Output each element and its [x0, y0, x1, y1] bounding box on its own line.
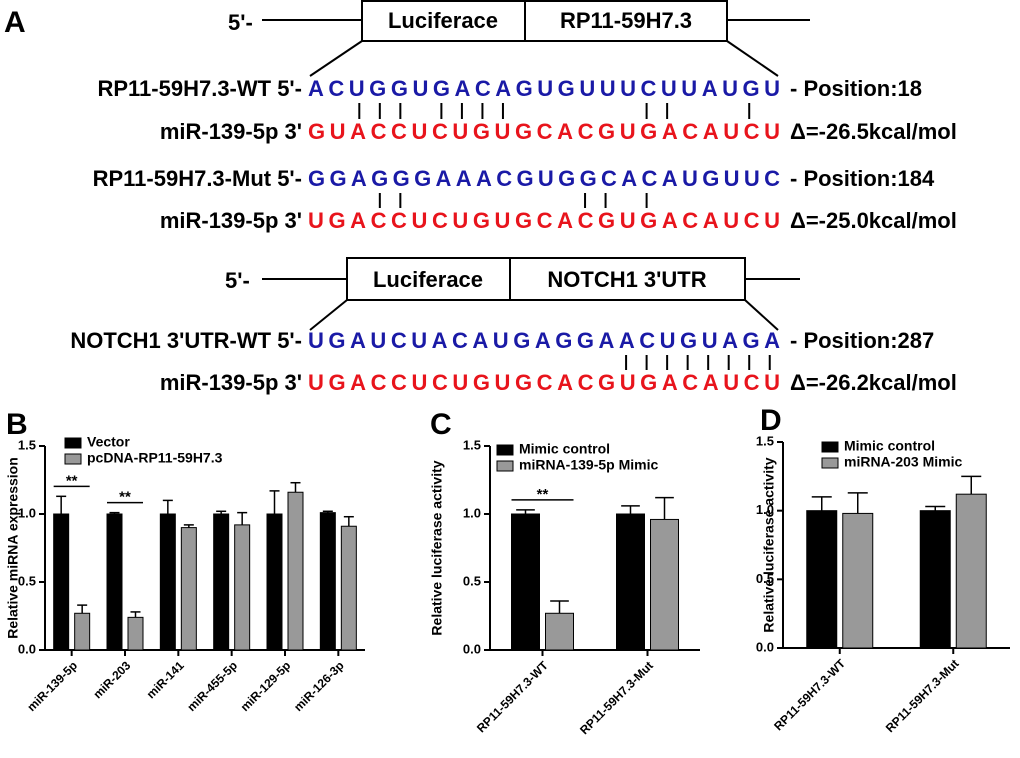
legend-label: pcDNA-RP11-59H7.3: [87, 450, 223, 466]
x-tick-label: RP11-59H7.3-WT: [771, 656, 848, 733]
construct-prefix: 5'-: [225, 268, 250, 293]
bar: [180, 527, 197, 651]
y-tick-label: 1.0: [463, 505, 481, 520]
bar: [234, 524, 251, 651]
zoom-line: [744, 299, 779, 331]
bar: [266, 513, 283, 651]
mirna-sequence: UGACCUCUGUGCACGUGACAUCU: [308, 370, 780, 395]
sequence-name: RP11-59H7.3-WT 5'-: [97, 76, 302, 101]
bar: [842, 512, 874, 649]
panel-label: C: [430, 408, 452, 441]
mirna-sequence: UGACCUCUGUGCACGUGACAUCU: [308, 208, 780, 233]
bar: [511, 513, 540, 651]
bar: [159, 513, 176, 651]
legend-label: Mimic control: [844, 438, 935, 454]
energy: Δ=-26.5kcal/mol: [790, 119, 957, 144]
construct-prefix: 5'-: [228, 10, 253, 35]
construct-part: NOTCH1 3'UTR: [547, 267, 706, 292]
legend-label: miRNA-139-5p Mimic: [519, 457, 658, 473]
bar: [919, 510, 951, 649]
y-tick-label: 1.0: [18, 505, 36, 520]
legend-swatch: [821, 457, 839, 469]
legend-label: Mimic control: [519, 441, 610, 457]
legend-swatch: [496, 460, 514, 472]
sequence-name: RP11-59H7.3-Mut 5'-: [93, 166, 302, 191]
mirna-name: miR-139-5p 3': [160, 370, 302, 395]
legend-swatch: [821, 441, 839, 453]
y-tick-label: 1.5: [18, 437, 36, 452]
sequence-name: NOTCH1 3'UTR-WT 5'-: [70, 328, 302, 353]
y-axis-label: Relative miRNA expression: [5, 457, 21, 639]
mirna-name: miR-139-5p 3': [160, 208, 302, 233]
target-sequence: UGAUCUACAUGAGGAACUGUAGA: [308, 328, 780, 353]
bar: [955, 493, 987, 649]
bar: [806, 510, 838, 649]
x-tick-label: miR-126-3p: [291, 658, 347, 714]
panel-label: A: [4, 6, 26, 39]
panel-label: B: [6, 408, 28, 441]
bar: [650, 518, 679, 651]
zoom-line: [726, 40, 779, 77]
target-sequence: ACUGGUGACAGUGUUUCUUAUGU: [308, 76, 780, 101]
position-note: - Position:18: [790, 76, 922, 101]
x-tick-label: RP11-59H7.3-WT: [474, 658, 551, 735]
construct-box: [509, 257, 746, 301]
y-axis-label: Relative luciferase activity: [429, 460, 445, 635]
panel-label: D: [760, 404, 782, 437]
bar: [106, 513, 123, 651]
y-axis-label: Relative luciferase activity: [761, 457, 777, 632]
y-tick-label: 1.5: [756, 433, 774, 448]
significance-label: **: [119, 489, 131, 506]
zoom-line: [309, 40, 363, 77]
bar: [319, 512, 336, 651]
bar: [127, 616, 144, 651]
position-note: - Position:287: [790, 328, 934, 353]
energy: Δ=-26.2kcal/mol: [790, 370, 957, 395]
construct-box: [346, 257, 511, 301]
bar: [53, 513, 70, 651]
zoom-line: [309, 299, 348, 331]
mirna-name: miR-139-5p 3': [160, 119, 302, 144]
bar: [287, 491, 304, 651]
y-tick-label: 0.0: [463, 641, 481, 656]
target-sequence: GGAGGGAAACGUGGCACAUGUUC: [308, 166, 780, 191]
legend-swatch: [496, 444, 514, 456]
significance-label: **: [66, 472, 78, 489]
construct-box: [524, 0, 728, 42]
legend-label: miRNA-203 Mimic: [844, 454, 962, 470]
bar: [616, 513, 645, 651]
y-tick-label: 0.5: [756, 571, 774, 586]
x-tick-label: RP11-59H7.3-Mut: [577, 658, 656, 737]
y-tick-label: 0.0: [18, 641, 36, 656]
construct-part: RP11-59H7.3: [560, 8, 692, 33]
x-tick-label: miR-203: [90, 658, 133, 701]
construct-part: Luciferace: [388, 8, 498, 33]
bar: [213, 513, 230, 651]
legend-swatch: [64, 437, 82, 449]
position-note: - Position:184: [790, 166, 935, 191]
x-tick-label: miR-129-5p: [238, 658, 294, 714]
mirna-sequence: GUACCUCUGUGCACGUGACAUCU: [308, 119, 780, 144]
x-tick-label: miR-139-5p: [24, 658, 80, 714]
bar: [340, 525, 357, 651]
y-tick-label: 0.5: [463, 573, 481, 588]
y-tick-label: 1.0: [756, 502, 774, 517]
x-tick-label: RP11-59H7.3-Mut: [883, 656, 962, 735]
legend-label: Vector: [87, 434, 130, 450]
x-tick-label: miR-141: [144, 658, 187, 701]
y-tick-label: 0.0: [756, 639, 774, 654]
legend-swatch: [64, 453, 82, 465]
bar: [545, 612, 574, 651]
y-tick-label: 1.5: [463, 437, 481, 452]
x-tick-label: miR-455-5p: [184, 658, 240, 714]
y-tick-label: 0.5: [18, 573, 36, 588]
bar: [74, 612, 91, 651]
construct-part: Luciferace: [373, 267, 483, 292]
significance-label: **: [537, 486, 549, 503]
energy: Δ=-25.0kcal/mol: [790, 208, 957, 233]
